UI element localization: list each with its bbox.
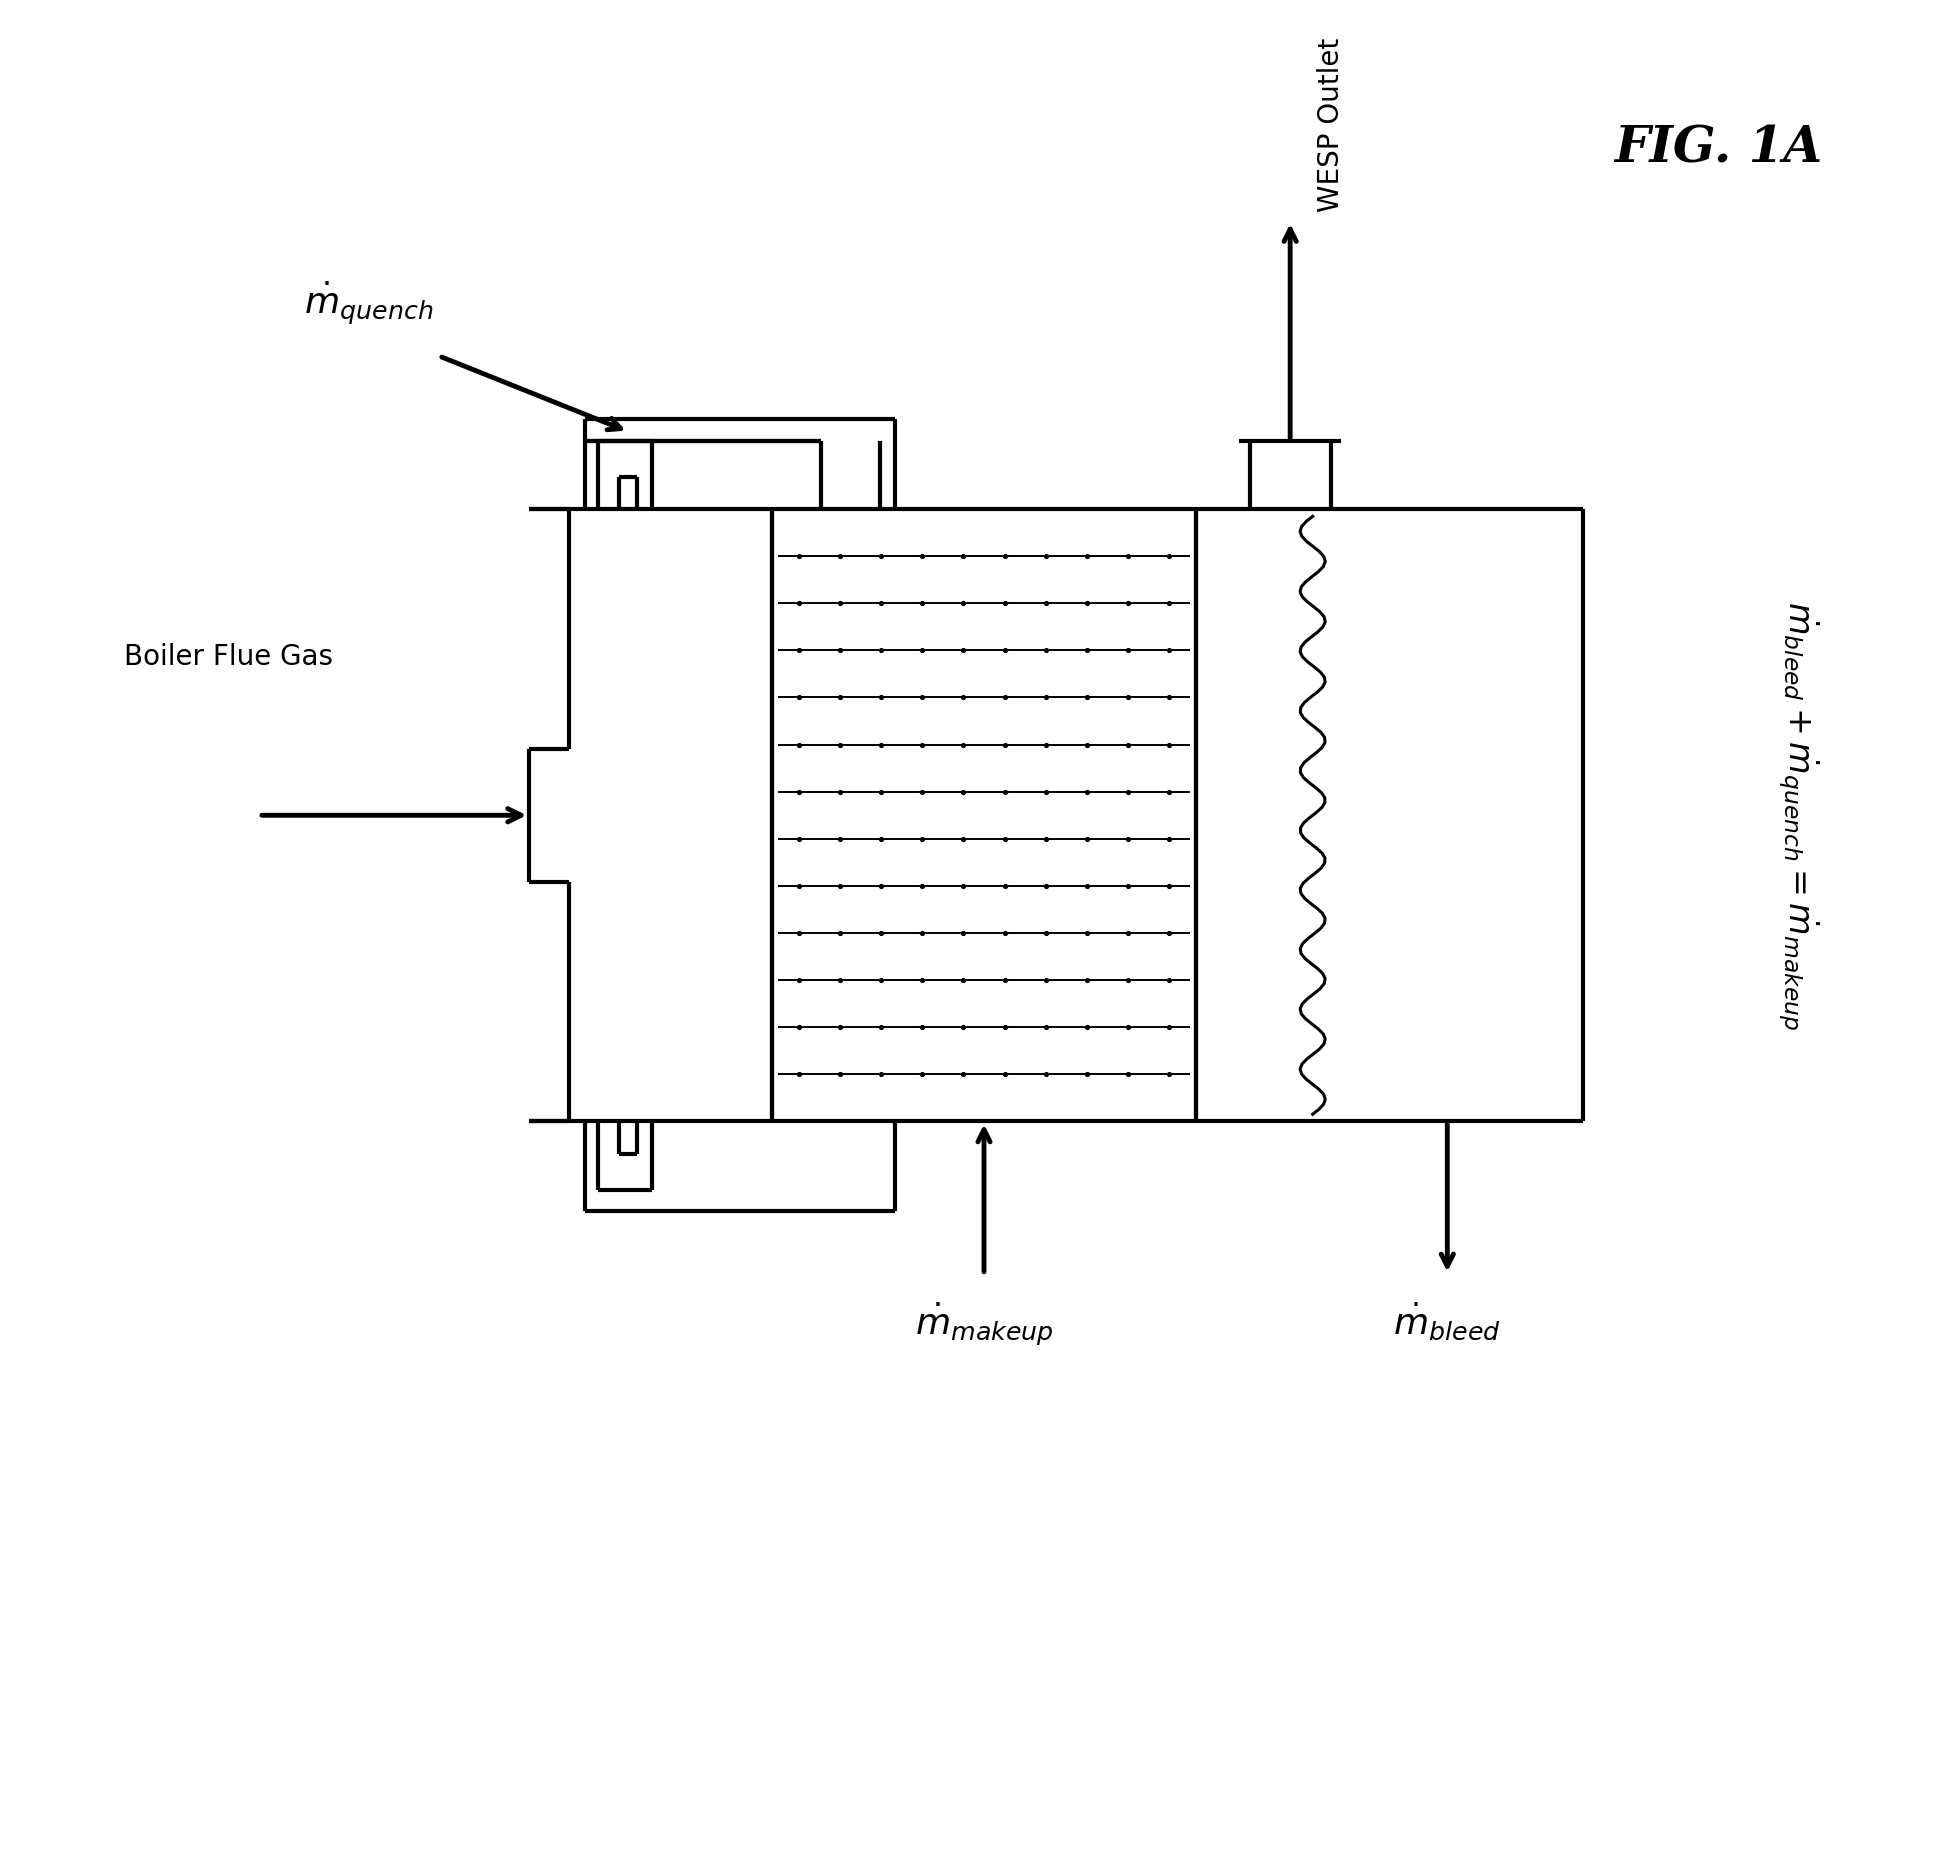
Text: $\dot{m}_{bleed}$: $\dot{m}_{bleed}$ (1393, 1302, 1501, 1343)
Text: Boiler Flue Gas: Boiler Flue Gas (123, 644, 333, 672)
Text: WESP Outlet: WESP Outlet (1316, 37, 1346, 211)
Text: $\dot{m}_{bleed} + \dot{m}_{quench} = \dot{m}_{makeup}$: $\dot{m}_{bleed} + \dot{m}_{quench} = \d… (1777, 601, 1822, 1030)
Text: $\dot{m}_{quench}$: $\dot{m}_{quench}$ (304, 280, 433, 326)
Text: $\dot{m}_{makeup}$: $\dot{m}_{makeup}$ (915, 1302, 1054, 1349)
Text: FIG. 1A: FIG. 1A (1614, 124, 1822, 173)
